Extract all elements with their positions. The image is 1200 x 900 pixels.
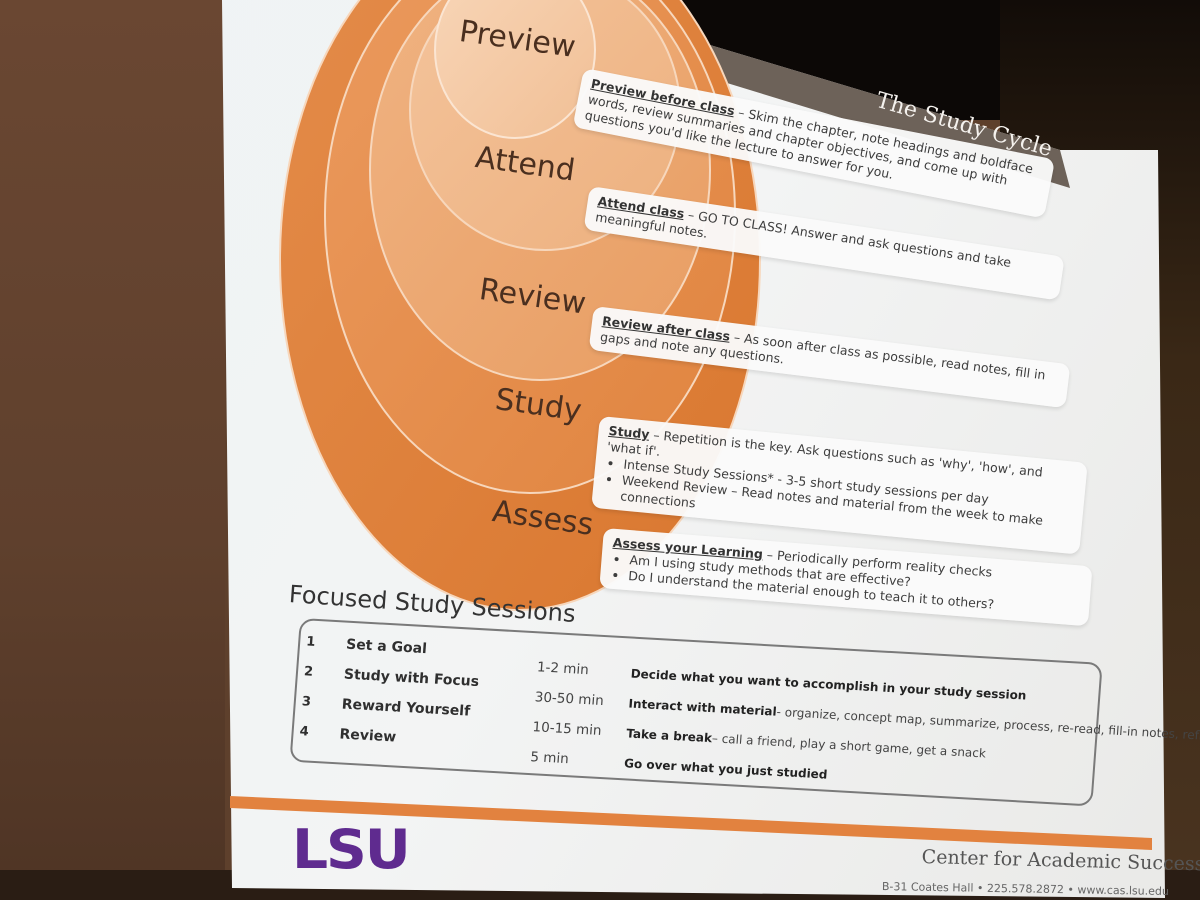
step-number: 1 [305,634,316,650]
step-time: 5 min [529,749,570,768]
step-number: 4 [299,724,310,740]
step-name: Study with Focus [343,666,480,691]
step-time: 10-15 min [532,719,603,739]
room-wall-left [0,0,225,900]
lsu-logo: LSU [292,818,411,881]
step-time: 30-50 min [534,689,605,710]
step-name: Reward Yourself [341,696,471,720]
step-description: Go over what you just studied [624,756,828,781]
step-name: Review [338,726,397,746]
step-number: 2 [303,664,314,680]
step-description-bold: Go over what you just studied [623,756,828,782]
step-name: Set a Goal [345,636,428,658]
step-number: 3 [301,694,312,710]
step-time: 1-2 min [536,659,590,679]
